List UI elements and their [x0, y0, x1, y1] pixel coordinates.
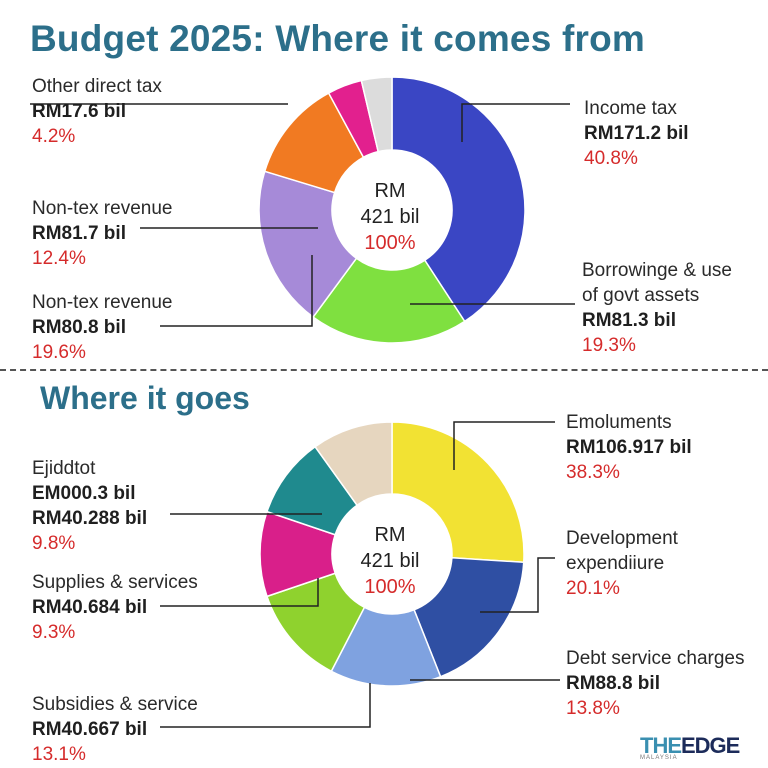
label-non-tax-revenue-1: Non-tex revenue RM81.7 bil 12.4% — [32, 196, 172, 271]
label-amount: RM40.684 bil — [32, 597, 148, 618]
logo-word-edge: EDGE — [681, 733, 740, 758]
label-percent: 4.2% — [32, 126, 76, 147]
label-name: Other direct tax — [32, 76, 162, 97]
center-currency: RM — [374, 180, 406, 202]
section-title: Where it goes — [40, 380, 250, 416]
label-name-line2: EM000.3 bil — [32, 483, 136, 504]
label-amount: RM106.917 bil — [566, 437, 692, 458]
label-amount: RM81.7 bil — [32, 223, 126, 244]
donut-slice-0-2 — [258, 170, 358, 319]
center-amount: 421 bil — [360, 206, 420, 228]
center-percent: 100% — [364, 576, 416, 598]
label-name-line2: expendiiure — [566, 553, 665, 574]
label-name-line1: Ejiddtot — [32, 458, 96, 479]
label-name: Supplies & services — [32, 572, 198, 593]
label-name: Subsidies & service — [32, 694, 198, 715]
publisher-logo: THEEDGE MALAYSIA — [640, 733, 758, 763]
label-amount: RM17.6 bil — [32, 101, 126, 122]
page-title: Budget 2025: Where it comes from — [30, 18, 645, 59]
label-percent: 20.1% — [566, 578, 620, 599]
logo-wordmark: THEEDGE — [640, 733, 758, 759]
section-divider — [0, 369, 768, 371]
label-percent: 12.4% — [32, 248, 86, 269]
center-total-top: RM 421 bil 100% — [340, 178, 440, 256]
label-name: Debt service charges — [566, 648, 745, 669]
label-name-line1: Borrowinge & use — [582, 260, 732, 281]
leader-lines — [30, 103, 575, 728]
leader-supplies — [160, 578, 319, 607]
label-amount: RM40.288 bil — [32, 508, 148, 529]
label-percent: 9.3% — [32, 622, 76, 643]
label-subsidies: Subsidies & service RM40.667 bil 13.1% — [32, 692, 198, 767]
donut-slice-0-5 — [360, 76, 393, 153]
label-percent: 40.8% — [584, 148, 638, 169]
label-amount: RM81.3 bil — [582, 310, 676, 331]
label-amount: RM80.8 bil — [32, 317, 126, 338]
label-amount: RM171.2 bil — [584, 123, 689, 144]
label-name-line2: of govt assets — [582, 285, 700, 306]
label-name: Non-tex revenue — [32, 292, 173, 313]
label-name-line1: Development — [566, 528, 678, 549]
donut-where-it-goes — [259, 421, 525, 687]
leader-non-tax-2 — [160, 255, 313, 327]
donut-slice-1-0 — [391, 421, 525, 564]
label-debt-service: Debt service charges RM88.8 bil 13.8% — [566, 646, 744, 721]
donut-slice-1-6 — [314, 421, 393, 507]
label-development: Development expendiiure 20.1% — [566, 526, 678, 601]
label-amount: RM88.8 bil — [566, 673, 660, 694]
logo-tagline: MALAYSIA — [640, 755, 678, 761]
label-name: Non-tex revenue — [32, 198, 173, 219]
donut-where-it-comes-from — [258, 76, 526, 344]
donut-slice-0-1 — [312, 257, 466, 344]
center-total-bottom: RM 421 bil 100% — [340, 522, 440, 600]
label-percent: 9.8% — [32, 533, 76, 554]
label-percent: 38.3% — [566, 462, 620, 483]
label-income-tax: Income tax RM171.2 bil 40.8% — [584, 96, 689, 171]
label-amount: RM40.667 bil — [32, 719, 148, 740]
leader-income-tax — [461, 103, 570, 142]
leader-development — [480, 557, 555, 613]
label-percent: 13.8% — [566, 698, 620, 719]
label-other-spending: Ejiddtot EM000.3 bil RM40.288 bil 9.8% — [32, 456, 147, 556]
label-emoluments: Emoluments RM106.917 bil 38.3% — [566, 410, 692, 485]
center-percent: 100% — [364, 232, 416, 254]
label-percent: 19.3% — [582, 335, 636, 356]
label-supplies: Supplies & services RM40.684 bil 9.3% — [32, 570, 198, 645]
center-currency: RM — [374, 524, 406, 546]
center-amount: 421 bil — [360, 550, 420, 572]
label-other-direct-tax: Other direct tax RM17.6 bil 4.2% — [32, 74, 162, 149]
label-percent: 13.1% — [32, 744, 86, 765]
donut-slice-1-1 — [413, 556, 525, 678]
label-percent: 19.6% — [32, 342, 86, 363]
leader-emoluments — [453, 421, 555, 470]
label-non-tax-revenue-2: Non-tex revenue RM80.8 bil 19.6% — [32, 290, 172, 365]
label-name: Income tax — [584, 98, 677, 119]
logo-word-the: THE — [640, 733, 682, 758]
leader-subsidies — [160, 683, 371, 728]
label-name: Emoluments — [566, 412, 672, 433]
label-borrowing: Borrowinge & use of govt assets RM81.3 b… — [582, 258, 732, 358]
